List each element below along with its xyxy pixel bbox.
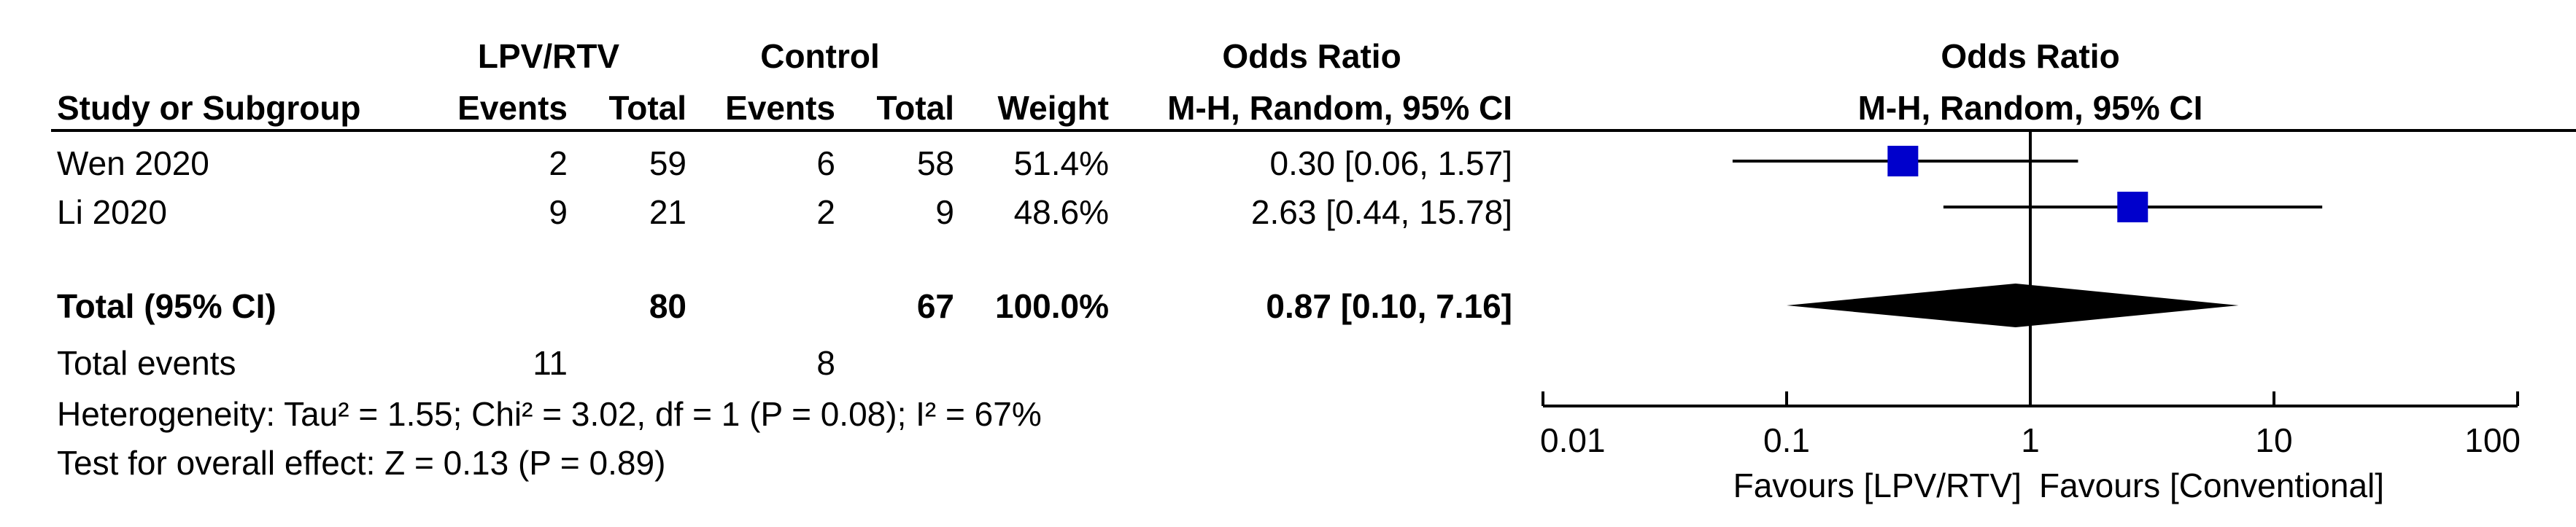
study-events2: 6	[816, 144, 835, 182]
events1-column-header: Events	[457, 89, 568, 127]
group2-header: Control	[760, 37, 880, 75]
favours-left-label: Favours [LPV/RTV]	[1733, 467, 2022, 504]
study-total2: 58	[916, 144, 954, 182]
odds-ratio-header-right: Odds Ratio	[1941, 37, 2120, 75]
total-total2: 67	[916, 287, 954, 325]
favours-right-label: Favours [Conventional]	[2039, 467, 2384, 504]
study-marker	[2117, 192, 2148, 222]
study-total2: 9	[935, 193, 954, 231]
total2-column-header: Total	[876, 89, 954, 127]
weight-column-header: Weight	[997, 89, 1109, 127]
study-ci: 2.63 [0.44, 15.78]	[1250, 193, 1512, 231]
study-name: Li 2020	[57, 193, 167, 231]
x-tick-label: 100	[2464, 421, 2521, 459]
x-tick-label: 0.01	[1540, 421, 1606, 459]
study-name: Wen 2020	[57, 144, 209, 182]
group1-header: LPV/RTV	[477, 37, 620, 75]
x-tick-label: 0.1	[1763, 421, 1810, 459]
total-ci: 0.87 [0.10, 7.16]	[1266, 287, 1512, 325]
method-column-header-left: M-H, Random, 95% CI	[1167, 89, 1512, 127]
odds-ratio-header-left: Odds Ratio	[1222, 37, 1401, 75]
total-weight: 100.0%	[994, 287, 1109, 325]
total-events2: 8	[816, 344, 835, 382]
x-tick-label: 1	[2021, 421, 2040, 459]
total-events1: 11	[533, 344, 568, 382]
method-column-header-right: M-H, Random, 95% CI	[1857, 89, 2203, 127]
study-events2: 2	[816, 193, 835, 231]
heterogeneity-text: Heterogeneity: Tau² = 1.55; Chi² = 3.02,…	[57, 395, 1042, 433]
events2-column-header: Events	[725, 89, 835, 127]
study-ci: 0.30 [0.06, 1.57]	[1269, 144, 1513, 182]
study-marker	[1887, 146, 1919, 176]
study-events1: 9	[549, 193, 568, 231]
overall-effect-text: Test for overall effect: Z = 0.13 (P = 0…	[57, 444, 666, 482]
pooled-diamond	[1787, 284, 2239, 327]
study-total1: 59	[649, 144, 686, 182]
study-total1: 21	[649, 193, 686, 231]
total-label: Total (95% CI)	[57, 287, 276, 325]
total-total1: 80	[649, 287, 686, 325]
study-events1: 2	[549, 144, 568, 182]
study-column-header: Study or Subgroup	[57, 89, 361, 127]
header-rule	[51, 129, 2576, 132]
total-events-label: Total events	[57, 344, 236, 382]
study-weight: 51.4%	[1013, 144, 1109, 182]
x-tick-label: 10	[2255, 421, 2292, 459]
total1-column-header: Total	[608, 89, 686, 127]
study-weight: 48.6%	[1013, 193, 1109, 231]
